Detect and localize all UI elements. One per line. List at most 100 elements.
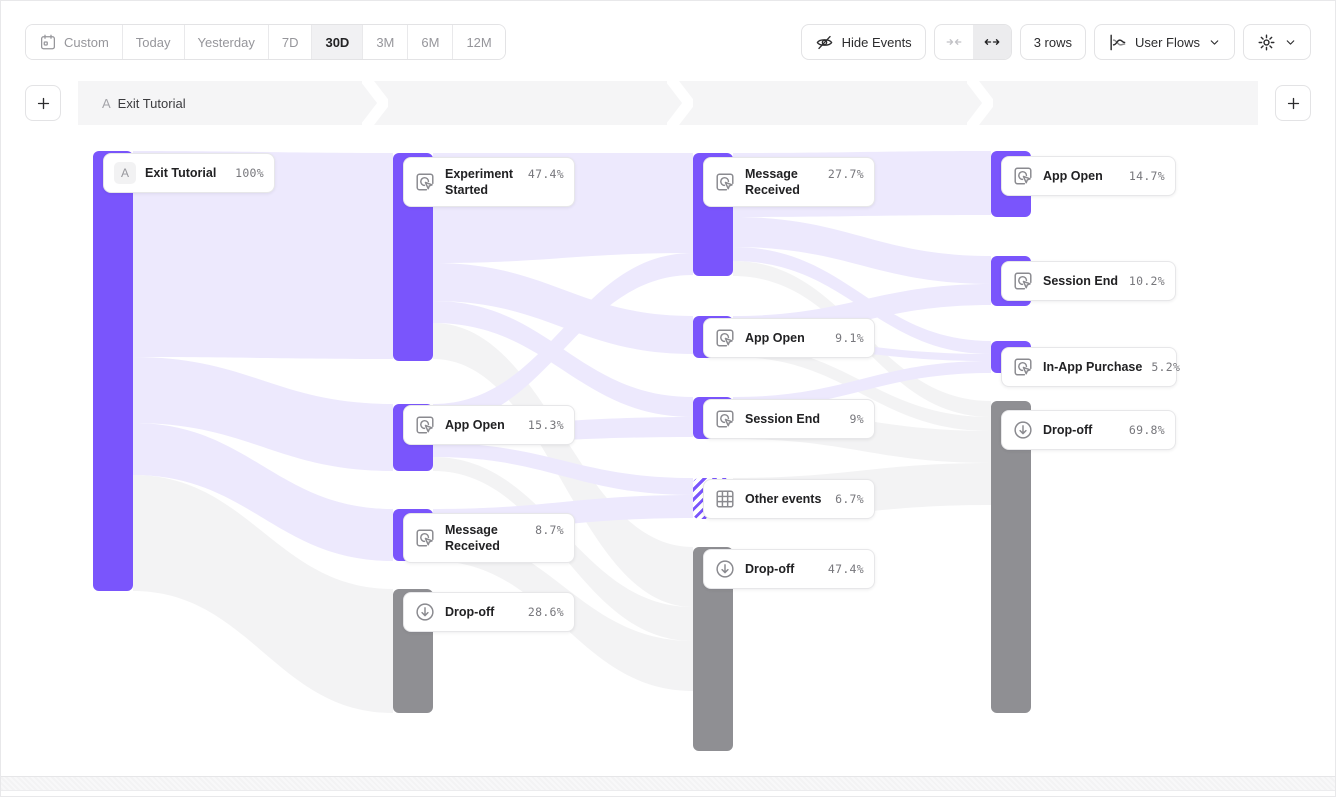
- steps-header: A Exit Tutorial: [25, 81, 1311, 125]
- event-click-icon: [416, 529, 434, 547]
- node-percentage: 9.1%: [835, 331, 864, 345]
- drop-off-icon: [1014, 421, 1032, 439]
- gear-icon: [1257, 33, 1276, 52]
- event-icon-wrap: [414, 527, 436, 549]
- node-card-session-end[interactable]: Session End 9%: [703, 399, 875, 439]
- dropoff-icon-wrap: [414, 601, 436, 623]
- step-separator-chevron-icon: [667, 81, 693, 125]
- node-label: Exit Tutorial: [145, 165, 217, 180]
- sankey-link: [433, 443, 693, 495]
- event-icon-wrap: [1012, 165, 1034, 187]
- node-percentage: 28.6%: [527, 605, 564, 619]
- sankey-bar-exit-tutorial[interactable]: [93, 151, 133, 591]
- event-icon-wrap: [414, 414, 436, 436]
- event-click-icon: [716, 173, 734, 191]
- other-events-grid-icon: [716, 490, 734, 508]
- node-label: App Open: [745, 330, 805, 345]
- event-click-icon: [1014, 358, 1032, 376]
- node-card-message-received[interactable]: Message Received 8.7%: [403, 513, 575, 563]
- settings-dropdown[interactable]: [1243, 24, 1311, 60]
- add-step-right-button[interactable]: [1275, 85, 1311, 121]
- sankey-link: [133, 423, 393, 561]
- date-range-yesterday[interactable]: Yesterday: [183, 25, 268, 59]
- arrows-expand-icon: [983, 33, 1001, 51]
- drop-off-icon: [716, 560, 734, 578]
- node-label: Drop-off: [445, 604, 495, 619]
- date-range-label: Custom: [64, 34, 109, 50]
- sankey-bar-drop-off[interactable]: [991, 401, 1031, 713]
- node-card-drop-off[interactable]: Drop-off 47.4%: [703, 549, 875, 589]
- event-icon-wrap: [1012, 356, 1034, 378]
- date-range-label: 30D: [325, 34, 350, 50]
- rows-label: 3 rows: [1033, 34, 1072, 50]
- node-card-drop-off[interactable]: Drop-off 28.6%: [403, 592, 575, 632]
- node-card-other-events[interactable]: Other events 6.7%: [703, 479, 875, 519]
- node-label: Experiment Started: [445, 166, 514, 198]
- step-band-label: A Exit Tutorial: [78, 96, 186, 111]
- add-step-left-button[interactable]: [25, 85, 61, 121]
- sankey-link: [133, 357, 393, 471]
- node-percentage: 10.2%: [1128, 274, 1165, 288]
- rows-button[interactable]: 3 rows: [1019, 24, 1086, 60]
- date-range-custom[interactable]: Custom: [26, 25, 122, 59]
- node-percentage: 9%: [849, 412, 864, 426]
- date-range-7d[interactable]: 7D: [267, 25, 312, 59]
- sankey-link: [733, 361, 991, 409]
- node-percentage: 14.7%: [1128, 169, 1165, 183]
- sankey-link: [133, 151, 393, 359]
- collapse-columns-button[interactable]: [935, 25, 973, 59]
- node-card-drop-off[interactable]: Drop-off 69.8%: [1001, 410, 1176, 450]
- bottom-scrollbar-strip[interactable]: [1, 776, 1335, 791]
- node-card-app-open[interactable]: App Open 15.3%: [403, 405, 575, 445]
- node-card-message-received[interactable]: Message Received 27.7%: [703, 157, 875, 207]
- node-label: App Open: [1043, 168, 1103, 183]
- drop-off-icon: [416, 603, 434, 621]
- node-card-app-open[interactable]: App Open 9.1%: [703, 318, 875, 358]
- node-card-app-open[interactable]: App Open 14.7%: [1001, 156, 1176, 196]
- event-click-icon: [416, 416, 434, 434]
- event-icon-wrap: [714, 408, 736, 430]
- node-percentage: 5.2%: [1151, 360, 1181, 374]
- node-card-session-end[interactable]: Session End 10.2%: [1001, 261, 1176, 301]
- sankey-link: [433, 253, 693, 425]
- date-range-30d[interactable]: 30D: [311, 25, 363, 59]
- view-type-dropdown[interactable]: User Flows: [1093, 24, 1235, 60]
- toolbar-right: Hide Events: [800, 24, 1311, 60]
- width-toggle-segmented-control: [933, 24, 1012, 60]
- node-label: Session End: [745, 411, 821, 426]
- node-card-in-app-purchase[interactable]: In-App Purchase 5.2%: [1001, 347, 1181, 387]
- date-range-3m[interactable]: 3M: [362, 25, 408, 59]
- expand-columns-button[interactable]: [972, 25, 1011, 59]
- event-icon-wrap: [1012, 270, 1034, 292]
- node-percentage: 47.4%: [527, 167, 564, 181]
- node-label: Message Received: [745, 166, 800, 198]
- event-letter-badge: A: [114, 162, 136, 184]
- date-range-label: 12M: [466, 34, 492, 50]
- date-range-12m[interactable]: 12M: [452, 25, 505, 59]
- node-label: Session End: [1043, 273, 1119, 288]
- sankey-link: [433, 301, 693, 417]
- node-card-experiment-started[interactable]: Experiment Started 47.4%: [403, 157, 575, 207]
- node-label: App Open: [445, 417, 505, 432]
- toolbar: Custom Today Yesterday 7D 30D 3M 6M 12M Hide Ev…: [25, 24, 1311, 60]
- dropoff-icon-wrap: [1012, 419, 1034, 441]
- step-band-prefix: A: [102, 95, 111, 111]
- date-range-6m[interactable]: 6M: [407, 25, 453, 59]
- step-separator-chevron-icon: [362, 81, 388, 125]
- sankey-link: [433, 263, 693, 354]
- date-range-today[interactable]: Today: [121, 25, 184, 59]
- event-icon-wrap: [714, 327, 736, 349]
- event-click-icon: [716, 329, 734, 347]
- node-percentage: 47.4%: [827, 562, 864, 576]
- event-click-icon: [1014, 167, 1032, 185]
- node-label: Drop-off: [1043, 422, 1093, 437]
- node-card-exit-tutorial[interactable]: A Exit Tutorial 100%: [103, 153, 275, 193]
- node-label: Other events: [745, 491, 822, 506]
- hide-events-button[interactable]: Hide Events: [800, 24, 926, 60]
- step-band[interactable]: A Exit Tutorial: [78, 81, 1258, 125]
- node-percentage: 100%: [235, 166, 264, 180]
- event-icon-wrap: [714, 171, 736, 193]
- plus-icon: [35, 95, 52, 112]
- chevron-down-icon: [1284, 36, 1297, 49]
